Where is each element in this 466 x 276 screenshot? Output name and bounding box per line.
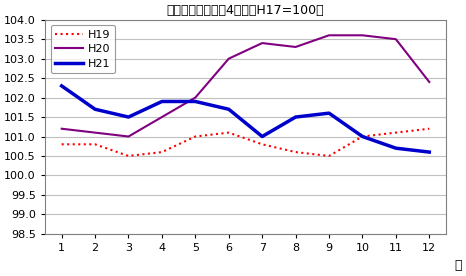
H21 <box>226 108 232 111</box>
H20 <box>393 38 399 41</box>
H21 <box>159 100 164 103</box>
H21 <box>426 150 432 154</box>
H21 <box>126 115 131 119</box>
Line: H20: H20 <box>62 35 429 137</box>
H20 <box>293 45 298 49</box>
H21 <box>393 147 399 150</box>
H19 <box>126 154 131 158</box>
H20 <box>426 80 432 84</box>
H21 <box>326 112 332 115</box>
H20 <box>360 34 365 37</box>
H21 <box>59 84 64 87</box>
H19 <box>260 143 265 146</box>
H21 <box>293 115 298 119</box>
H19 <box>159 150 164 154</box>
H21 <box>92 108 98 111</box>
Title: 総合指数の動き　4市　（H17=100）: 総合指数の動き 4市 （H17=100） <box>167 4 324 17</box>
H19 <box>393 131 399 134</box>
H19 <box>426 127 432 130</box>
Text: 月: 月 <box>454 259 462 272</box>
H19 <box>192 135 198 138</box>
H19 <box>293 150 298 154</box>
H19 <box>360 135 365 138</box>
H20 <box>159 115 164 119</box>
Line: H21: H21 <box>62 86 429 152</box>
Legend: H19, H20, H21: H19, H20, H21 <box>50 25 115 73</box>
H20 <box>192 96 198 99</box>
H20 <box>92 131 98 134</box>
Line: H19: H19 <box>62 129 429 156</box>
H21 <box>192 100 198 103</box>
H19 <box>226 131 232 134</box>
H21 <box>260 135 265 138</box>
H20 <box>126 135 131 138</box>
H20 <box>226 57 232 60</box>
H20 <box>260 41 265 45</box>
H20 <box>59 127 64 130</box>
H21 <box>360 135 365 138</box>
H20 <box>326 34 332 37</box>
H19 <box>92 143 98 146</box>
H19 <box>326 154 332 158</box>
H19 <box>59 143 64 146</box>
